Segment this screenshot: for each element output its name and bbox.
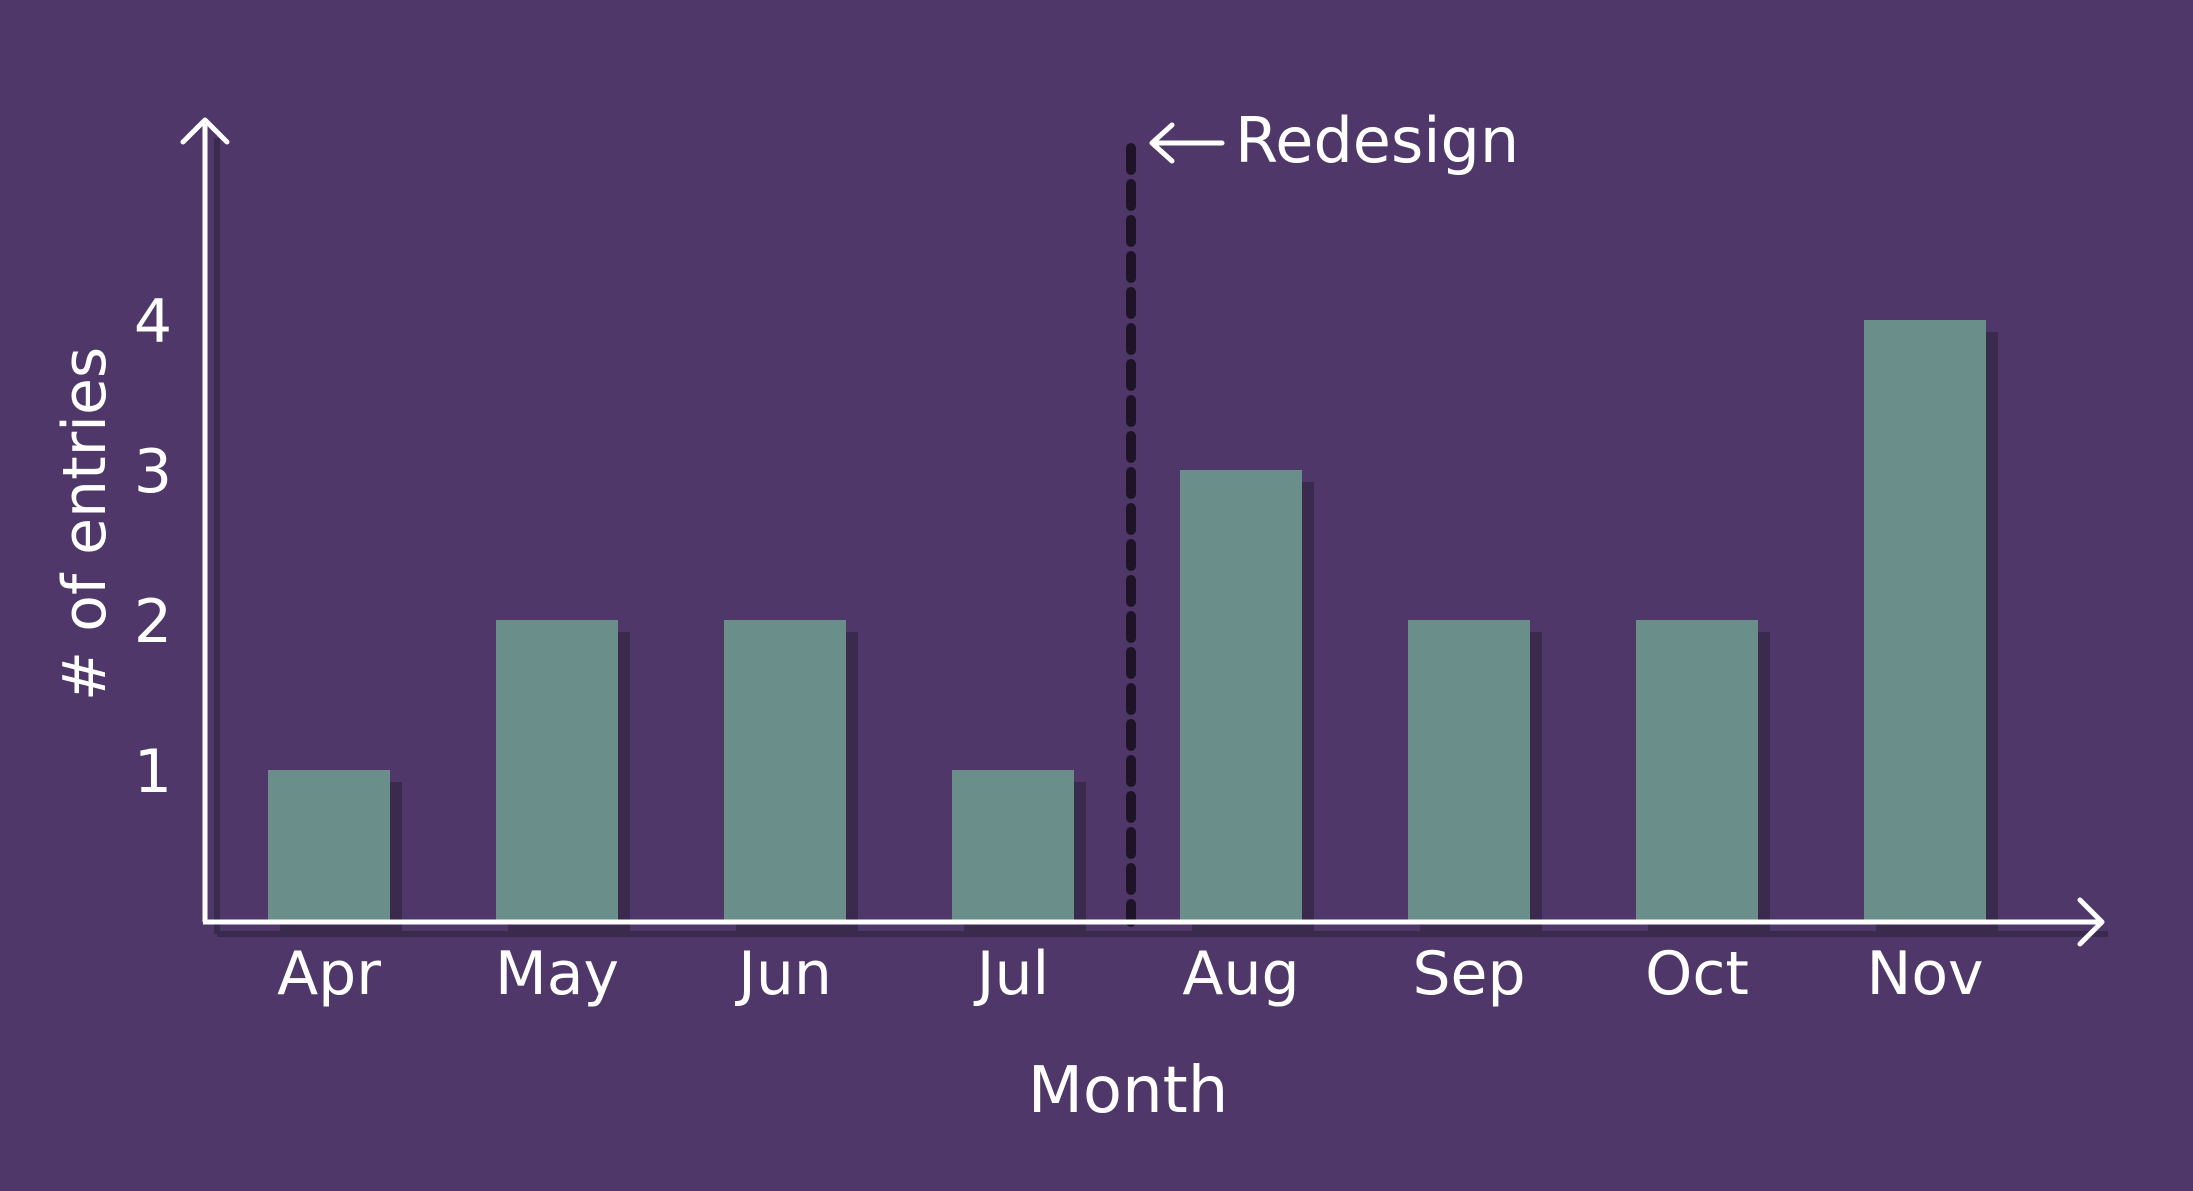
- bar-aug: [1180, 470, 1302, 920]
- x-tick-label-apr: Apr: [277, 939, 381, 1009]
- axes: [180, 117, 2105, 947]
- x-tick-label-sep: Sep: [1412, 939, 1525, 1009]
- x-axis-title: Month: [1028, 1054, 1229, 1128]
- x-tick-label-may: May: [495, 939, 619, 1009]
- bar-jul: [952, 770, 1074, 920]
- x-tick-label-jun: Jun: [734, 939, 832, 1009]
- redesign-label: Redesign: [1235, 104, 1519, 177]
- x-axis-arrow-icon: [2077, 897, 2105, 947]
- y-axis-arrow-icon: [180, 117, 230, 145]
- y-tick-label-3: 3: [134, 437, 172, 507]
- y-tick-labels: 1 2 3 4: [134, 287, 172, 807]
- y-tick-label-2: 2: [134, 587, 172, 657]
- x-tick-label-nov: Nov: [1866, 939, 1983, 1009]
- y-tick-label-1: 1: [134, 737, 172, 807]
- x-tick-label-jul: Jul: [973, 939, 1049, 1009]
- y-tick-label-4: 4: [134, 287, 172, 357]
- bar-jun: [724, 620, 846, 920]
- bar-apr: [268, 770, 390, 920]
- bar-may: [496, 620, 618, 920]
- bar-nov: [1864, 320, 1986, 920]
- x-category-labels: Apr May Jun Jul Aug Sep Oct Nov: [277, 939, 1983, 1009]
- redesign-arrow-icon: [1149, 122, 1225, 164]
- axis-shadows: [214, 138, 2108, 937]
- y-axis-title: # of entries: [50, 347, 120, 701]
- bars-group: [268, 320, 1998, 932]
- bar-sep: [1408, 620, 1530, 920]
- bar-oct: [1636, 620, 1758, 920]
- x-tick-label-aug: Aug: [1182, 939, 1299, 1009]
- x-tick-label-oct: Oct: [1645, 939, 1749, 1009]
